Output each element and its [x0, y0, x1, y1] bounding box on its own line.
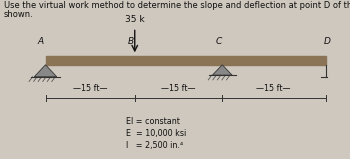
Text: D: D — [324, 37, 331, 46]
Text: —15 ft—: —15 ft— — [73, 84, 107, 93]
Text: C: C — [216, 37, 222, 46]
Text: shown.: shown. — [4, 10, 33, 19]
Text: A: A — [37, 37, 43, 46]
Text: EI = constant: EI = constant — [126, 117, 180, 126]
Text: —15 ft—: —15 ft— — [161, 84, 196, 93]
Bar — [46, 56, 326, 65]
Text: —15 ft—: —15 ft— — [257, 84, 291, 93]
Polygon shape — [212, 65, 232, 75]
Polygon shape — [34, 65, 57, 77]
Text: 35 k: 35 k — [125, 15, 145, 24]
Text: E  = 10,000 ksi: E = 10,000 ksi — [126, 129, 186, 138]
Text: I   = 2,500 in.⁴: I = 2,500 in.⁴ — [126, 141, 183, 150]
Text: B: B — [128, 37, 134, 46]
Text: Use the virtual work method to determine the slope and deflection at point D of : Use the virtual work method to determine… — [4, 1, 350, 10]
